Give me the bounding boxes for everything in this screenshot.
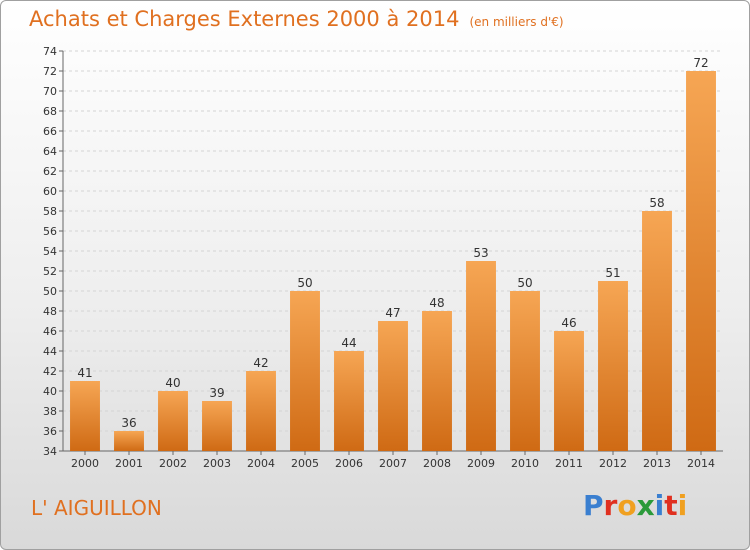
title-text: Achats et Charges Externes 2000 à 2014 bbox=[29, 7, 460, 31]
y-tick-label: 70 bbox=[43, 85, 57, 98]
logo-letter: r bbox=[603, 489, 618, 522]
value-label-2004: 42 bbox=[253, 356, 268, 370]
place-name: L' AIGUILLON bbox=[31, 496, 162, 520]
logo-letter: x bbox=[636, 489, 655, 522]
value-label-2013: 58 bbox=[649, 196, 664, 210]
y-tick-label: 58 bbox=[43, 205, 57, 218]
logo-letter: t bbox=[664, 489, 678, 522]
y-tick-label: 66 bbox=[43, 125, 57, 138]
y-tick-label: 54 bbox=[43, 245, 57, 258]
y-tick-label: 64 bbox=[43, 145, 57, 158]
value-label-2000: 41 bbox=[77, 366, 92, 380]
x-tick-label-2005: 2005 bbox=[291, 457, 319, 470]
y-tick-label: 56 bbox=[43, 225, 57, 238]
bar-2008 bbox=[422, 311, 452, 451]
y-tick-label: 50 bbox=[43, 285, 57, 298]
bar-2000 bbox=[70, 381, 100, 451]
chart-subtitle: (en milliers d'€) bbox=[469, 15, 564, 29]
value-label-2003: 39 bbox=[209, 386, 224, 400]
bar-2011 bbox=[554, 331, 584, 451]
bar-2010 bbox=[510, 291, 540, 451]
bar-2013 bbox=[642, 211, 672, 451]
y-tick-label: 52 bbox=[43, 265, 57, 278]
value-label-2011: 46 bbox=[561, 316, 576, 330]
y-axis: 34 36 38 40 42 44 46 48 50 52 54 56 58 60 62 64 66 68 70 72… bbox=[43, 45, 723, 458]
y-tick-label: 60 bbox=[43, 185, 57, 198]
bar-2004 bbox=[246, 371, 276, 451]
value-label-2009: 53 bbox=[473, 246, 488, 260]
x-tick-label-2003: 2003 bbox=[203, 457, 231, 470]
y-tick-label: 74 bbox=[43, 45, 57, 58]
x-tick-label-2014: 2014 bbox=[687, 457, 715, 470]
value-label-2008: 48 bbox=[429, 296, 444, 310]
x-tick-label-2000: 2000 bbox=[71, 457, 99, 470]
logo-letter: i bbox=[654, 489, 665, 522]
y-tick-label: 44 bbox=[43, 345, 57, 358]
x-tick-label-2006: 2006 bbox=[335, 457, 363, 470]
x-tick-label-2011: 2011 bbox=[555, 457, 583, 470]
x-tick-label-2009: 2009 bbox=[467, 457, 495, 470]
x-axis-labels: 2000 2001 2002 2003 2004 2005 2006 2007 2008 2009… bbox=[71, 451, 715, 470]
value-label-2012: 51 bbox=[605, 266, 620, 280]
x-tick-label-2013: 2013 bbox=[643, 457, 671, 470]
y-tick-label: 48 bbox=[43, 305, 57, 318]
x-tick-label-2001: 2001 bbox=[115, 457, 143, 470]
bar-2003 bbox=[202, 401, 232, 451]
x-tick-label-2004: 2004 bbox=[247, 457, 275, 470]
bar-2001 bbox=[114, 431, 144, 451]
logo-letter: o bbox=[617, 489, 637, 522]
y-tick-label: 34 bbox=[43, 445, 57, 458]
value-label-2001: 36 bbox=[121, 416, 136, 430]
y-tick-label: 36 bbox=[43, 425, 57, 438]
value-label-2002: 40 bbox=[165, 376, 180, 390]
bar-2012 bbox=[598, 281, 628, 451]
value-label-2007: 47 bbox=[385, 306, 400, 320]
proxiti-logo[interactable]: Proxiti bbox=[583, 489, 687, 522]
x-tick-label-2007: 2007 bbox=[379, 457, 407, 470]
bar-2007 bbox=[378, 321, 408, 451]
y-tick-label: 62 bbox=[43, 165, 57, 178]
bar-2002 bbox=[158, 391, 188, 451]
bar-2005 bbox=[290, 291, 320, 451]
bars: 41 36 40 39 42 50 44 47 48 53 50 46 51 58 72 bbox=[70, 56, 716, 451]
bar-2009 bbox=[466, 261, 496, 451]
value-label-2006: 44 bbox=[341, 336, 356, 350]
chart-title: Achats et Charges Externes 2000 à 2014 (e… bbox=[29, 7, 564, 31]
y-tick-label: 46 bbox=[43, 325, 57, 338]
value-label-2005: 50 bbox=[297, 276, 312, 290]
value-label-2010: 50 bbox=[517, 276, 532, 290]
x-tick-label-2002: 2002 bbox=[159, 457, 187, 470]
y-tick-label: 68 bbox=[43, 105, 57, 118]
logo-letter: P bbox=[583, 489, 604, 522]
x-tick-label-2012: 2012 bbox=[599, 457, 627, 470]
y-tick-label: 72 bbox=[43, 65, 57, 78]
x-tick-label-2008: 2008 bbox=[423, 457, 451, 470]
x-tick-label-2010: 2010 bbox=[511, 457, 539, 470]
y-tick-label: 42 bbox=[43, 365, 57, 378]
bar-2014 bbox=[686, 71, 716, 451]
logo-letter: i bbox=[677, 489, 688, 522]
bar-2006 bbox=[334, 351, 364, 451]
y-tick-label: 38 bbox=[43, 405, 57, 418]
value-label-2014: 72 bbox=[693, 56, 708, 70]
y-tick-label: 40 bbox=[43, 385, 57, 398]
